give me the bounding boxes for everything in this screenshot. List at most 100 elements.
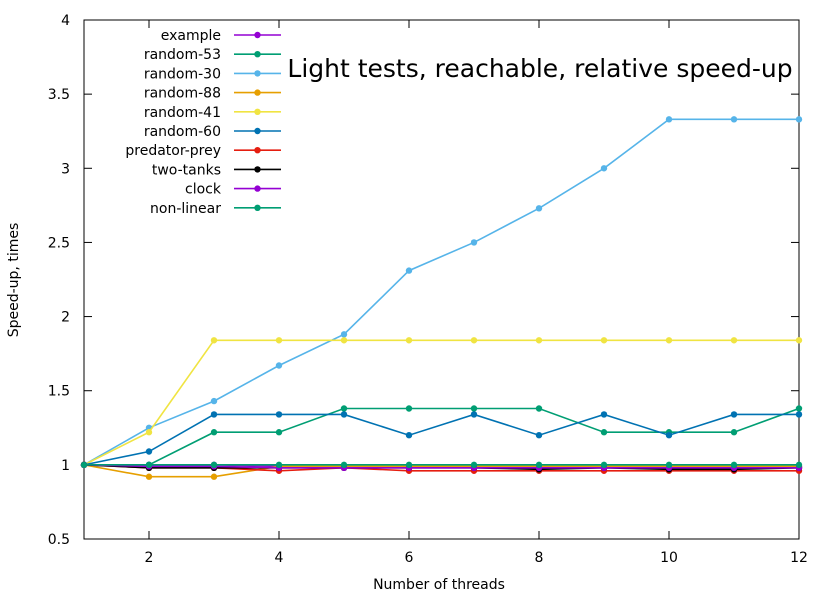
y-tick-label: 4 [61,13,70,29]
y-tick-label: 3.5 [48,87,70,103]
legend-label: random-41 [144,105,221,121]
legend-label: random-88 [144,86,221,102]
series-non-linear [80,461,803,469]
legend-swatch-marker [254,127,261,135]
data-point [600,411,608,418]
chart-title: Light tests, reachable, relative speed-u… [287,54,792,83]
data-point [795,405,803,412]
y-tick-label: 2.5 [48,235,70,251]
y-tick-label: 0.5 [48,532,70,548]
legend-label: random-53 [144,47,221,63]
data-point [535,432,543,439]
data-point [600,337,608,344]
data-point [600,165,608,172]
data-point [405,267,413,274]
series-line [83,464,799,469]
data-point [405,405,413,412]
data-point [665,461,673,469]
legend-label: example [161,28,221,44]
legend-swatch-marker [254,166,261,173]
x-tick-label: 2 [145,550,154,566]
data-point [210,429,218,436]
data-point [600,461,608,469]
data-point [535,405,543,412]
data-point [275,337,283,344]
data-point [80,461,88,469]
data-point [405,337,413,344]
y-axis-title: Speed-up, times [6,223,22,338]
legend-swatch-marker [254,108,261,116]
data-point [405,432,413,439]
data-point [275,429,283,436]
data-point [470,239,478,246]
data-point [470,405,478,412]
data-point [730,116,738,123]
data-point [145,473,153,480]
data-point [730,461,738,469]
series-random-30 [80,116,803,469]
legend-swatch-marker [254,147,261,154]
data-point [665,116,673,123]
data-point [275,362,283,369]
x-tick-label: 10 [660,550,678,566]
series-line [83,339,799,466]
data-point [665,337,673,344]
y-tick-label: 3 [61,161,70,177]
x-axis-title: Number of threads [373,577,505,593]
legend-label: predator-prey [125,143,221,159]
data-point [535,461,543,469]
data-point [730,411,738,418]
data-point [210,473,218,480]
data-point [795,337,803,344]
x-tick-label: 6 [405,550,414,566]
data-point [340,331,348,338]
data-point [340,411,348,418]
data-point [210,411,218,418]
data-point [535,205,543,212]
x-tick-label: 4 [275,550,284,566]
legend-swatch-marker [254,51,261,58]
data-point [340,337,348,344]
y-tick-label: 1 [61,458,70,474]
legend-label: non-linear [150,201,221,217]
series-random-41 [80,337,803,469]
data-point [730,337,738,344]
data-point [145,448,153,455]
legend-swatch-marker [254,89,261,96]
data-point [405,461,413,469]
data-point [470,411,478,418]
data-point [470,461,478,469]
data-point [210,397,218,405]
legend-label: random-60 [144,124,221,140]
series-line [83,413,799,466]
data-point [535,337,543,344]
data-point [210,337,218,344]
data-point [145,461,153,469]
legend-swatch-marker [254,185,261,192]
y-tick-label: 2 [61,310,70,326]
series-line [83,464,799,478]
data-point [275,461,283,469]
legend-swatch-marker [254,31,261,39]
data-point [275,411,283,418]
data-point [470,337,478,344]
legend-label: random-30 [144,66,221,82]
data-point [665,432,673,439]
legend-label: clock [185,182,222,198]
data-point [145,429,153,436]
data-point [795,116,803,123]
x-tick-label: 12 [790,550,808,566]
data-point [340,461,348,469]
y-tick-label: 1.5 [48,384,70,400]
series-line [83,118,799,466]
legend-swatch-marker [254,70,261,77]
axes: 0.5 1 1.5 2 2.5 3 3.5 4 2 4 6 8 10 12 [48,13,808,566]
data-point [795,461,803,469]
legend: example random-53 random-30 random-88 random… [125,28,281,217]
data-point [795,411,803,418]
x-tick-label: 8 [535,550,544,566]
series-layer [80,116,803,480]
